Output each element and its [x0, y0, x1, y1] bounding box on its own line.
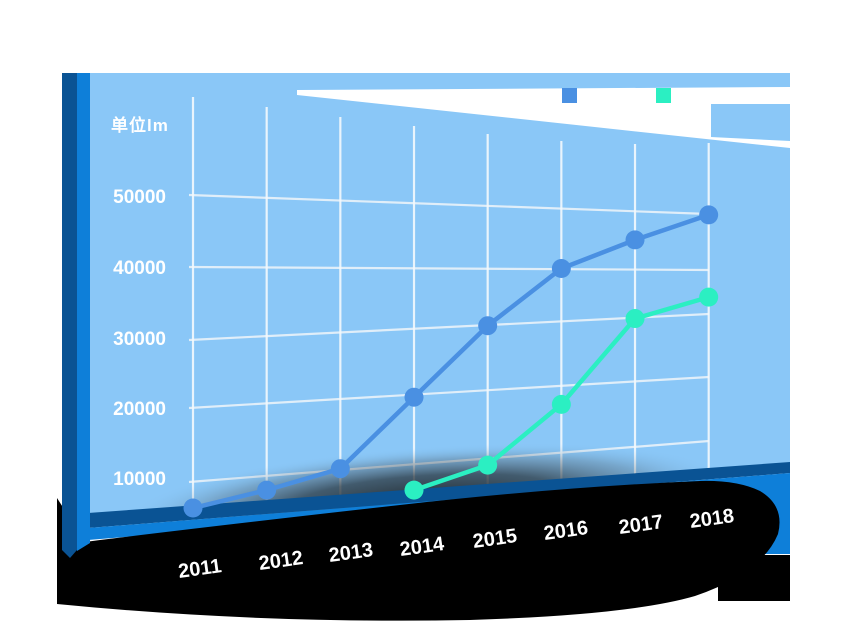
series-1-point-6[interactable]: [625, 230, 645, 250]
y-tick-10000: 10000: [113, 469, 166, 490]
panel-side-dark-bar: [62, 73, 77, 558]
series-1-point-4[interactable]: [478, 316, 498, 336]
series-1-point-5[interactable]: [551, 259, 571, 278]
series-2-point-0[interactable]: [404, 480, 424, 500]
panel-side-bright-bar: [77, 73, 90, 551]
grid-lines: [188, 97, 710, 513]
legend-item-series-1[interactable]: [562, 88, 585, 103]
y-axis-unit-label: 单位lm: [111, 116, 169, 135]
panel-face: [90, 73, 790, 517]
wedge-gap-panel-patch: [711, 104, 790, 141]
series-2-point-4[interactable]: [699, 287, 719, 307]
y-tick-20000: 20000: [113, 399, 166, 420]
h-gridline-0: [188, 193, 710, 216]
series-1-point-3[interactable]: [404, 387, 424, 407]
series-line-1: [192, 212, 710, 511]
h-gridline-2: [188, 312, 710, 342]
series-1-point-7[interactable]: [699, 205, 719, 225]
series-2-point-1[interactable]: [478, 455, 498, 475]
y-tick-50000: 50000: [113, 187, 166, 208]
panel-bottom-navy-edge: [88, 462, 790, 528]
h-gridline-3: [188, 375, 710, 410]
legend-item-series-2[interactable]: [656, 88, 679, 103]
series-1-point-1[interactable]: [257, 480, 277, 500]
data-series: [183, 205, 719, 518]
series-2-point-2[interactable]: [551, 394, 571, 414]
h-gridline-1: [188, 265, 710, 272]
series-1-point-0[interactable]: [183, 498, 203, 518]
series-2-point-3[interactable]: [625, 309, 645, 329]
legend-swatch-teal: [656, 88, 671, 103]
x-axis-black-band: [57, 480, 780, 621]
series-1-point-2[interactable]: [330, 459, 350, 479]
y-tick-40000: 40000: [113, 258, 166, 279]
black-corner-block: [718, 555, 790, 601]
legend-swatch-blue: [562, 88, 577, 103]
y-tick-30000: 30000: [113, 329, 166, 350]
